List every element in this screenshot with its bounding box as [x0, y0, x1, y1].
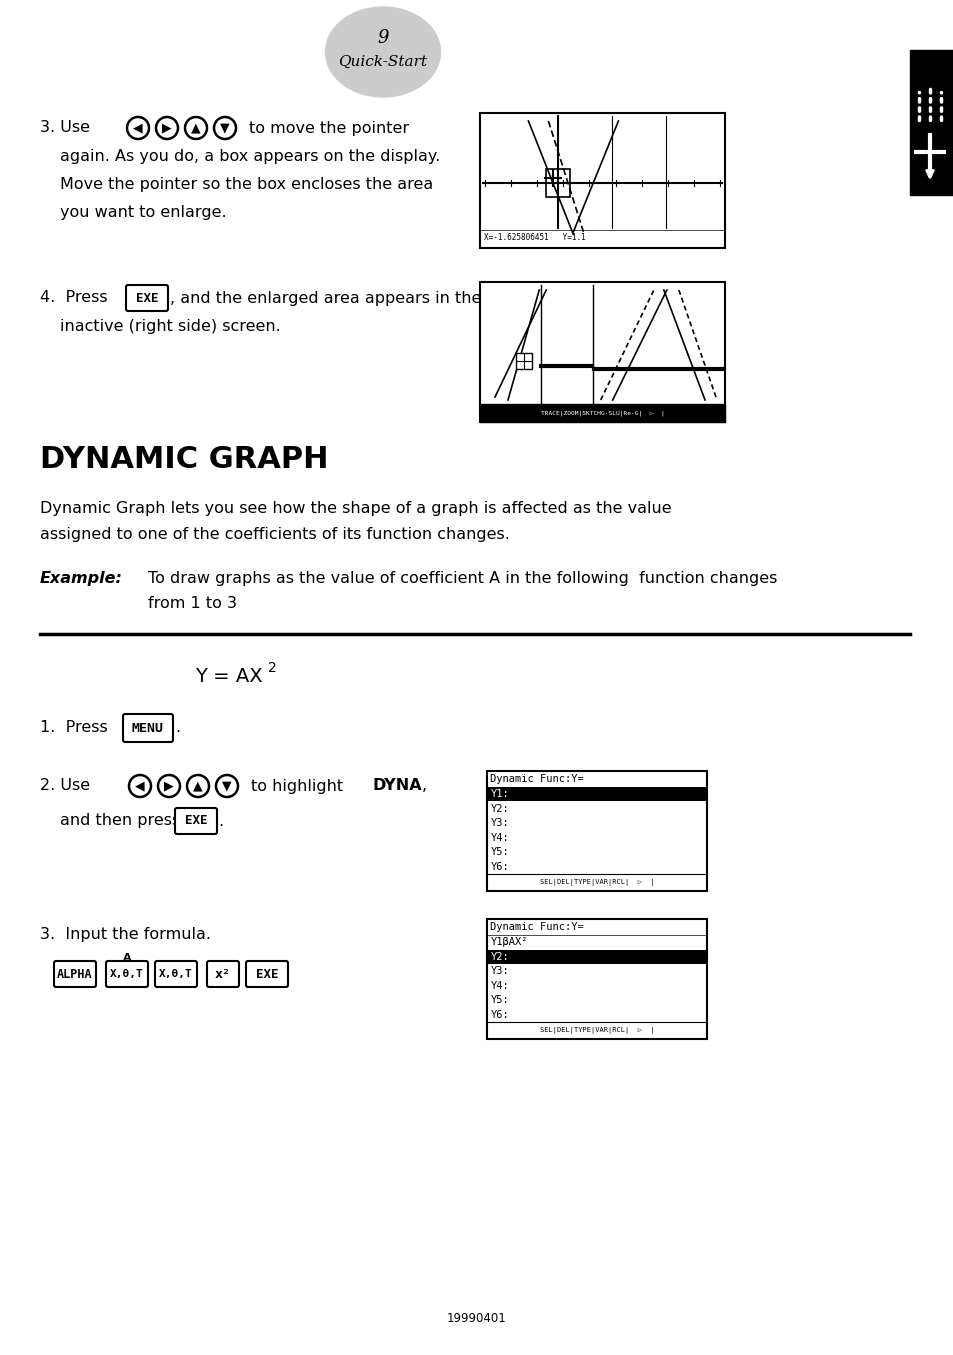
Text: to move the pointer: to move the pointer: [249, 121, 409, 136]
Text: ▼: ▼: [220, 122, 230, 134]
Text: ▶: ▶: [162, 122, 172, 134]
Circle shape: [185, 117, 207, 140]
Text: A: A: [123, 953, 132, 963]
Text: Y4:: Y4:: [491, 981, 509, 991]
Text: to highlight: to highlight: [251, 779, 343, 794]
Text: Y3:: Y3:: [491, 966, 509, 977]
Text: , and the enlarged area appears in the: , and the enlarged area appears in the: [170, 290, 481, 305]
Text: 2. Use: 2. Use: [40, 779, 90, 794]
Text: Y6:: Y6:: [491, 1009, 509, 1020]
Text: MENU: MENU: [132, 721, 164, 734]
Text: Example:: Example:: [40, 570, 123, 585]
Ellipse shape: [325, 7, 440, 98]
Text: 3. Use: 3. Use: [40, 121, 90, 136]
Text: X,θ,T: X,θ,T: [110, 969, 144, 980]
Text: ▲: ▲: [191, 122, 200, 134]
Bar: [486, 771, 706, 892]
Text: .: .: [218, 813, 223, 828]
Text: Y5:: Y5:: [491, 996, 509, 1005]
Bar: [488, 950, 705, 963]
Text: Y1:: Y1:: [491, 790, 509, 799]
Text: ,: ,: [421, 779, 427, 794]
Text: EXE: EXE: [135, 291, 158, 305]
Text: again. As you do, a box appears on the display.: again. As you do, a box appears on the d…: [60, 149, 439, 164]
Bar: [909, 50, 953, 195]
Text: 4.  Press: 4. Press: [40, 290, 108, 305]
Text: X=-1.625806451   Y=1.1: X=-1.625806451 Y=1.1: [483, 233, 585, 243]
FancyBboxPatch shape: [246, 961, 288, 986]
Bar: [479, 282, 724, 421]
Text: ▼: ▼: [222, 779, 232, 793]
Bar: [486, 919, 706, 1039]
Text: Y3:: Y3:: [491, 818, 509, 828]
FancyBboxPatch shape: [207, 961, 239, 986]
Text: Quick-Start: Quick-Start: [338, 56, 427, 69]
Text: X,θ,T: X,θ,T: [159, 969, 193, 980]
Circle shape: [158, 775, 180, 797]
Text: Move the pointer so the box encloses the area: Move the pointer so the box encloses the…: [60, 176, 433, 191]
Text: 19990401: 19990401: [447, 1312, 506, 1324]
Text: Y6:: Y6:: [491, 862, 509, 873]
Text: Dynamic Graph lets you see how the shape of a graph is affected as the value: Dynamic Graph lets you see how the shape…: [40, 500, 671, 515]
Text: SEL|DEL|TYPE|VAR|RCL|  ▷  |: SEL|DEL|TYPE|VAR|RCL| ▷ |: [539, 879, 654, 886]
Text: Y4:: Y4:: [491, 833, 509, 843]
Text: ◀: ◀: [135, 779, 145, 793]
Circle shape: [127, 117, 149, 140]
Text: assigned to one of the coefficients of its function changes.: assigned to one of the coefficients of i…: [40, 527, 509, 542]
Text: ◀: ◀: [133, 122, 143, 134]
FancyBboxPatch shape: [126, 285, 168, 312]
Text: To draw graphs as the value of coefficient A in the following  function changes: To draw graphs as the value of coefficie…: [148, 570, 777, 585]
Text: Y5:: Y5:: [491, 847, 509, 858]
Circle shape: [215, 775, 237, 797]
Text: Dynamic Func:Y=: Dynamic Func:Y=: [490, 923, 583, 932]
Text: EXE: EXE: [185, 814, 207, 828]
Text: ▲: ▲: [193, 779, 203, 793]
Text: and then press: and then press: [60, 813, 180, 828]
Text: 1.  Press: 1. Press: [40, 721, 108, 736]
Text: from 1 to 3: from 1 to 3: [148, 596, 236, 611]
Circle shape: [187, 775, 209, 797]
Text: DYNA: DYNA: [373, 779, 422, 794]
Text: DYNAMIC GRAPH: DYNAMIC GRAPH: [40, 446, 328, 474]
Bar: [488, 787, 705, 801]
Circle shape: [213, 117, 235, 140]
Bar: [546, 169, 570, 198]
Text: TRACE|ZOOM|SKTCHG·SLU|Re-G|  ▷  |: TRACE|ZOOM|SKTCHG·SLU|Re-G| ▷ |: [540, 411, 663, 416]
Text: Dynamic Func:Y=: Dynamic Func:Y=: [490, 774, 583, 785]
Text: Y2:: Y2:: [491, 804, 509, 814]
FancyBboxPatch shape: [154, 961, 196, 986]
Circle shape: [156, 117, 178, 140]
FancyBboxPatch shape: [174, 808, 216, 833]
FancyBboxPatch shape: [106, 961, 148, 986]
Bar: [516, 352, 532, 369]
Text: Y = AX: Y = AX: [194, 667, 262, 686]
Text: x²: x²: [214, 967, 231, 981]
Text: ALPHA: ALPHA: [57, 967, 92, 981]
FancyBboxPatch shape: [54, 961, 96, 986]
Circle shape: [129, 775, 151, 797]
Bar: [479, 112, 724, 248]
Text: 3.  Input the formula.: 3. Input the formula.: [40, 927, 211, 942]
Text: 2: 2: [268, 661, 276, 675]
Text: ▶: ▶: [164, 779, 173, 793]
Text: Y1βAX²: Y1βAX²: [491, 938, 528, 947]
Text: you want to enlarge.: you want to enlarge.: [60, 205, 227, 220]
Text: EXE: EXE: [255, 967, 278, 981]
Text: SEL|DEL|TYPE|VAR|RCL|  ▷  |: SEL|DEL|TYPE|VAR|RCL| ▷ |: [539, 1027, 654, 1034]
Text: Y2:: Y2:: [491, 953, 509, 962]
Text: .: .: [174, 721, 180, 736]
Text: 9: 9: [376, 28, 388, 47]
Text: inactive (right side) screen.: inactive (right side) screen.: [60, 318, 280, 333]
FancyBboxPatch shape: [123, 714, 172, 743]
